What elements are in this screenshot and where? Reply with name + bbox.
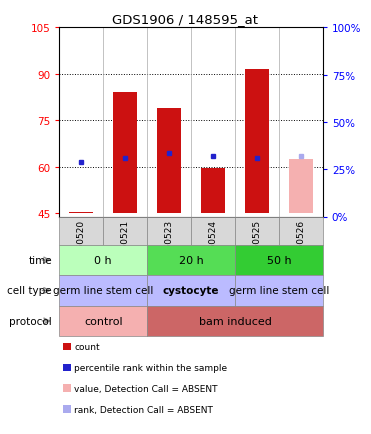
- Bar: [279, 217, 323, 245]
- Bar: [201, 169, 225, 214]
- Bar: [191, 217, 235, 245]
- Bar: [289, 160, 313, 214]
- Text: 50 h: 50 h: [266, 256, 291, 265]
- Bar: [113, 93, 137, 214]
- Bar: [235, 276, 323, 306]
- Text: cystocyte: cystocyte: [163, 286, 219, 296]
- Text: GSM60520: GSM60520: [77, 219, 86, 268]
- Bar: [147, 245, 235, 276]
- Text: germ line stem cell: germ line stem cell: [229, 286, 329, 296]
- Bar: [235, 217, 279, 245]
- Text: control: control: [84, 316, 122, 326]
- Bar: [59, 217, 103, 245]
- Text: GSM60526: GSM60526: [296, 219, 305, 268]
- Text: count: count: [74, 342, 100, 351]
- Bar: [147, 276, 235, 306]
- Text: 0 h: 0 h: [95, 256, 112, 265]
- Bar: [147, 217, 191, 245]
- Bar: [59, 306, 147, 336]
- Bar: [59, 276, 147, 306]
- Text: value, Detection Call = ABSENT: value, Detection Call = ABSENT: [74, 384, 218, 393]
- Text: GSM60525: GSM60525: [252, 219, 262, 268]
- Text: GDS1906 / 148595_at: GDS1906 / 148595_at: [112, 13, 259, 26]
- Text: rank, Detection Call = ABSENT: rank, Detection Call = ABSENT: [74, 405, 213, 414]
- Bar: [59, 245, 147, 276]
- Text: time: time: [28, 256, 52, 265]
- Bar: [245, 70, 269, 214]
- Bar: [103, 217, 147, 245]
- Text: protocol: protocol: [9, 316, 52, 326]
- Text: GSM60524: GSM60524: [209, 219, 217, 268]
- Text: 20 h: 20 h: [179, 256, 203, 265]
- Text: germ line stem cell: germ line stem cell: [53, 286, 154, 296]
- Text: GSM60523: GSM60523: [165, 219, 174, 268]
- Text: percentile rank within the sample: percentile rank within the sample: [74, 363, 227, 372]
- Bar: [235, 245, 323, 276]
- Bar: [157, 108, 181, 214]
- Bar: [69, 212, 93, 214]
- Text: GSM60521: GSM60521: [121, 219, 130, 268]
- Text: bam induced: bam induced: [198, 316, 272, 326]
- Text: cell type: cell type: [7, 286, 52, 296]
- Bar: [147, 306, 323, 336]
